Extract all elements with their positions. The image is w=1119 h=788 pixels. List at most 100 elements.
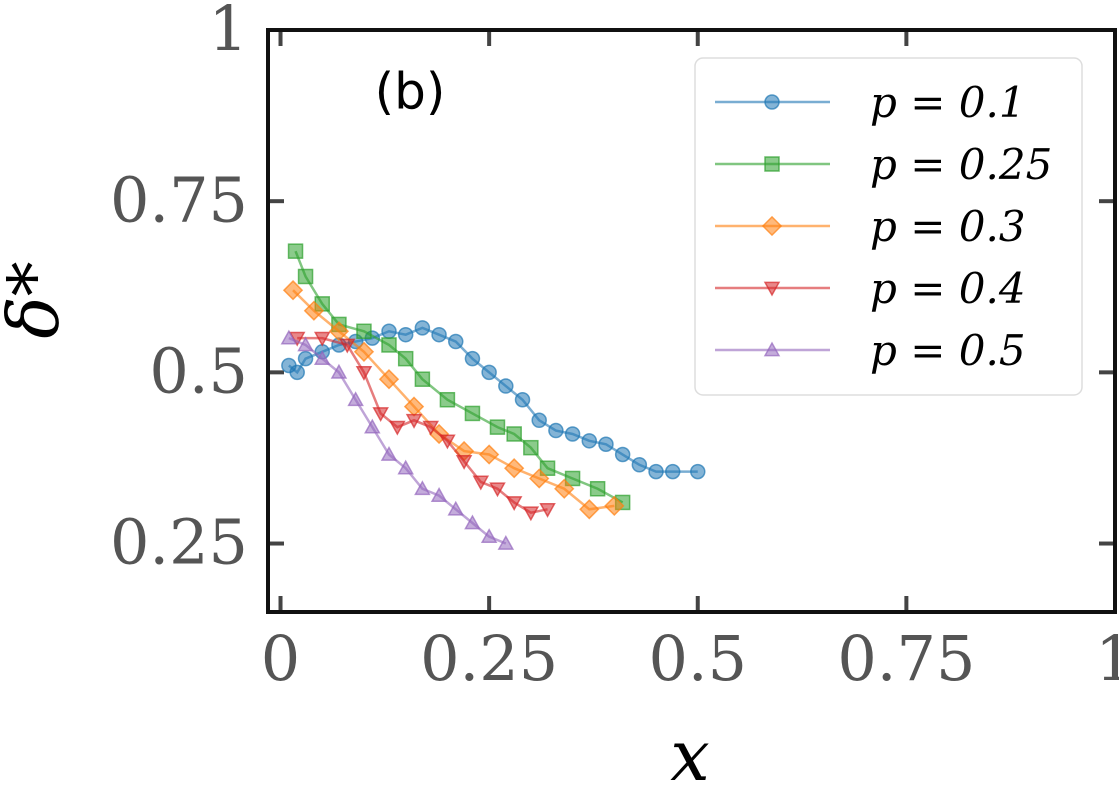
point: [522, 506, 540, 522]
point: [664, 463, 681, 480]
point: [455, 455, 473, 470]
point: [297, 268, 314, 285]
point: [529, 468, 550, 489]
point: [464, 350, 481, 367]
point: [504, 458, 525, 479]
point: [581, 433, 598, 449]
point: [397, 326, 414, 343]
point: [564, 426, 581, 442]
y-tick-label: 1: [209, 0, 248, 65]
point: [439, 391, 456, 408]
point: [313, 331, 331, 347]
point: [489, 482, 506, 498]
point: [539, 460, 556, 476]
point: [464, 514, 481, 530]
point: [430, 487, 448, 502]
point: [297, 350, 314, 367]
point: [364, 418, 381, 434]
point: [297, 336, 314, 352]
x-tick-label: 0.5: [648, 622, 747, 695]
legend-marker: [764, 94, 780, 110]
point: [539, 502, 556, 518]
legend-label: p = 0.25: [870, 140, 1052, 189]
point: [414, 480, 431, 496]
point: [397, 459, 414, 475]
point: [579, 499, 600, 520]
point: [422, 420, 439, 436]
point: [356, 323, 372, 340]
legend-label: p = 0.4: [870, 264, 1026, 313]
point: [480, 528, 498, 544]
point: [280, 329, 298, 345]
point: [589, 481, 606, 497]
x-axis-label: x: [670, 715, 709, 788]
point: [489, 419, 506, 435]
point: [598, 436, 614, 452]
point: [464, 405, 481, 422]
point: [514, 391, 531, 408]
y-axis-label: δ*: [0, 261, 75, 338]
point: [353, 341, 375, 362]
point: [405, 413, 423, 429]
point: [564, 470, 581, 487]
point: [287, 243, 304, 259]
point: [498, 378, 514, 394]
point: [282, 280, 304, 301]
point: [339, 338, 356, 354]
point: [328, 321, 350, 342]
legend-marker: [764, 156, 780, 172]
y-tick-label: 0.5: [149, 334, 248, 407]
point: [614, 446, 631, 463]
point: [506, 426, 522, 442]
legend-label: p = 0.5: [870, 326, 1026, 375]
point: [289, 364, 305, 381]
point: [604, 495, 625, 517]
point: [372, 407, 389, 422]
point: [481, 364, 497, 381]
point: [548, 422, 564, 439]
point: [554, 478, 575, 499]
legend-marker: [763, 281, 781, 297]
point: [505, 496, 523, 511]
legend-box: [694, 57, 1083, 396]
point: [347, 391, 364, 407]
point: [531, 412, 547, 429]
annotation: (b): [375, 63, 446, 121]
point: [355, 366, 373, 381]
point: [380, 445, 398, 461]
x-tick-label: 0: [261, 622, 300, 695]
point: [381, 323, 397, 340]
point: [497, 534, 515, 550]
x-tick-label: 0.75: [837, 622, 975, 695]
legend-label: p = 0.3: [870, 202, 1026, 251]
point: [447, 500, 465, 516]
point: [478, 444, 500, 465]
series-line: [288, 336, 507, 545]
point: [439, 434, 456, 450]
point: [330, 363, 348, 379]
point: [472, 475, 490, 491]
y-tick-label: 0.25: [110, 506, 248, 579]
legend-marker: [763, 341, 781, 357]
point: [448, 333, 464, 350]
point: [381, 337, 397, 353]
point: [414, 320, 431, 336]
point: [690, 463, 706, 480]
plot-frame: [266, 28, 1117, 614]
point: [523, 439, 539, 456]
point: [313, 350, 331, 366]
legend-label: p = 0.1: [870, 78, 1026, 127]
legend-marker: [761, 215, 783, 237]
x-tick-label: 1: [1095, 622, 1119, 695]
x-tick-label: 0.25: [420, 622, 558, 695]
point: [431, 326, 447, 343]
point: [303, 300, 325, 321]
point: [389, 420, 406, 436]
point: [378, 369, 400, 390]
point: [397, 350, 414, 367]
y-tick-label: 0.75: [110, 163, 248, 236]
point: [631, 457, 648, 473]
point: [648, 463, 664, 480]
point: [414, 371, 431, 387]
